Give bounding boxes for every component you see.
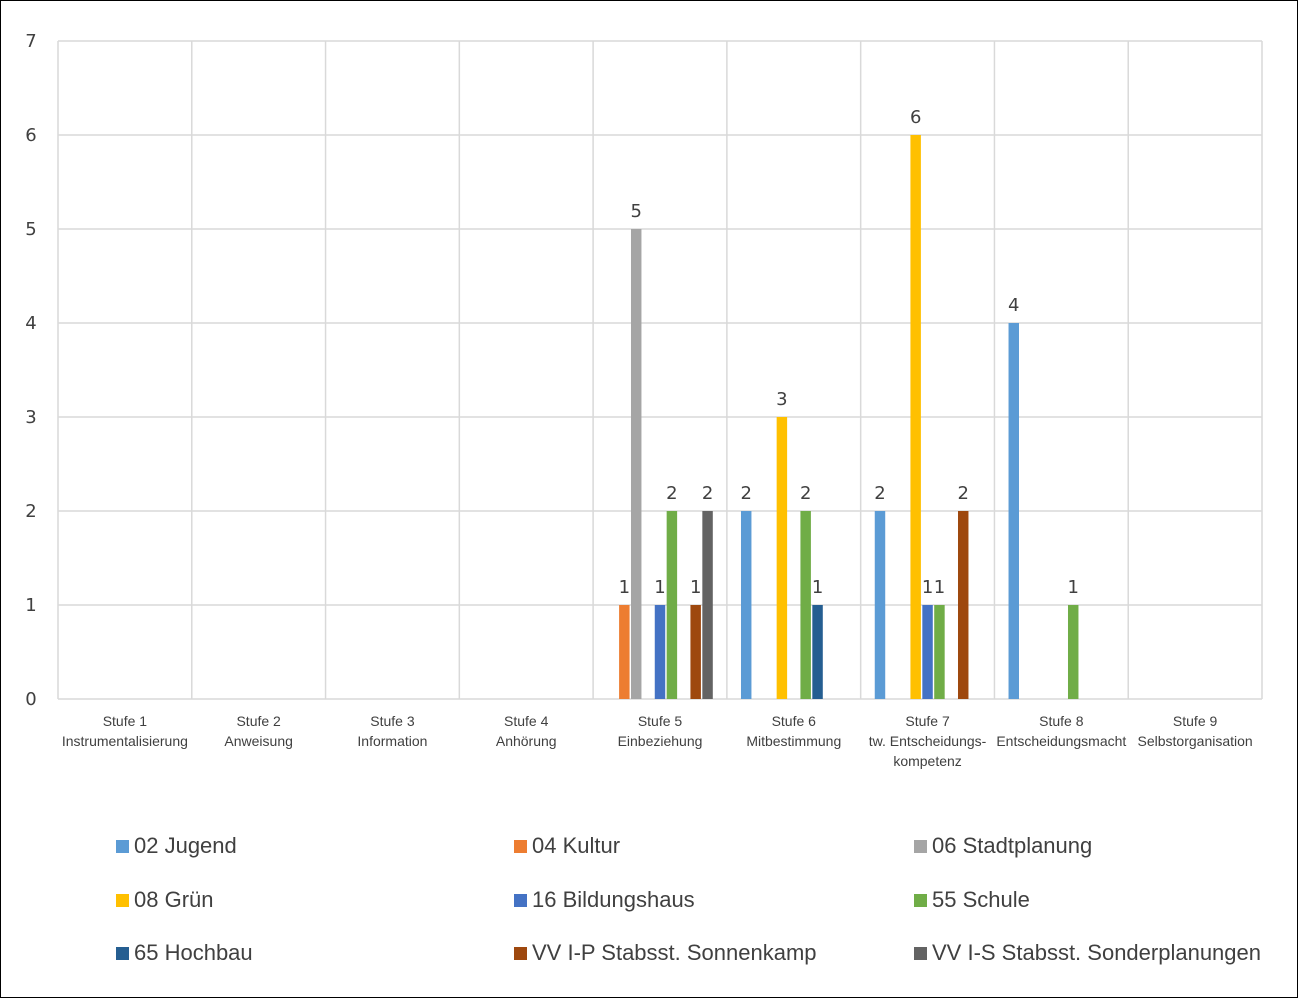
bar [934, 605, 945, 699]
data-label: 2 [740, 483, 751, 504]
x-tick-label: Stufe 7 tw. Entscheidungs-kompetenz [869, 713, 987, 769]
bar [630, 229, 642, 699]
y-tick-label: 4 [25, 313, 36, 334]
bar [1008, 323, 1020, 699]
x-tick-label: Stufe 6 Mitbestimmung [746, 713, 841, 749]
y-tick-label: 0 [25, 689, 36, 710]
y-tick-label: 7 [25, 31, 36, 52]
y-tick-label: 1 [25, 595, 36, 616]
data-label: 1 [654, 577, 665, 598]
data-label: 1 [690, 577, 701, 598]
data-label: 2 [666, 483, 677, 504]
data-label: 1 [812, 577, 823, 598]
data-label: 1 [934, 577, 945, 598]
data-label: 2 [800, 483, 811, 504]
x-tick-label: Stufe 4 Anhörung [496, 713, 557, 749]
data-label: 1 [1067, 577, 1078, 598]
bar [874, 511, 886, 699]
data-label: 5 [630, 201, 641, 222]
y-tick-label: 3 [25, 407, 36, 428]
data-label: 6 [910, 107, 921, 128]
bar [800, 511, 811, 699]
y-tick-label: 5 [25, 219, 36, 240]
bar [619, 605, 630, 699]
data-label: 2 [702, 483, 713, 504]
bar [654, 605, 666, 699]
bar [812, 605, 823, 699]
x-tick-label: Stufe 1 Instrumentalisierung [62, 713, 188, 749]
data-label: 1 [619, 577, 630, 598]
bar [1067, 605, 1079, 699]
bar [690, 605, 701, 699]
data-label: 2 [958, 483, 969, 504]
data-label: 1 [922, 577, 933, 598]
x-tick-label: Stufe 8 Entscheidungsmacht [996, 713, 1126, 749]
data-label: 4 [1008, 295, 1019, 316]
bar [957, 511, 969, 699]
bar [702, 511, 713, 699]
bar [740, 511, 752, 699]
data-label: 2 [874, 483, 885, 504]
bar [776, 417, 788, 699]
bar [910, 135, 921, 699]
bar [922, 605, 933, 699]
bar [666, 511, 678, 699]
x-tick-label: Stufe 2 Anweisung [224, 713, 293, 749]
data-label: 3 [776, 389, 787, 410]
x-tick-label: Stufe 5 Einbeziehung [618, 713, 703, 749]
x-tick-label: Stufe 9 Selbstorganisation [1138, 713, 1253, 749]
y-tick-label: 6 [25, 125, 36, 146]
y-tick-label: 2 [25, 501, 36, 522]
x-tick-label: Stufe 3 Information [357, 713, 427, 749]
